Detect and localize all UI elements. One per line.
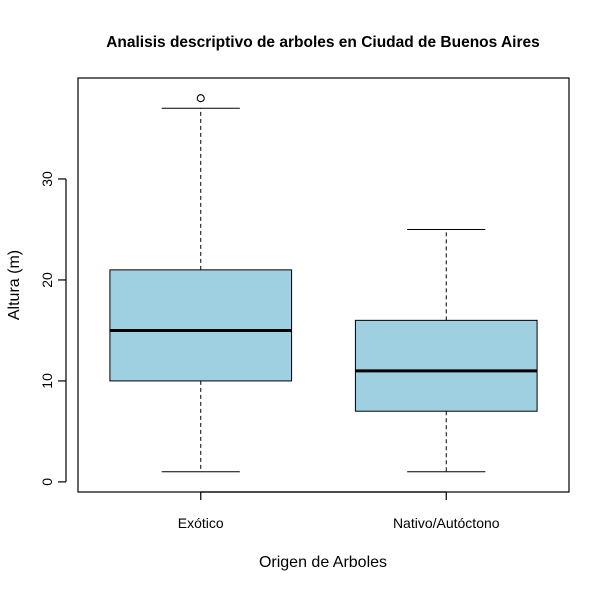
outlier-point bbox=[196, 94, 205, 103]
x-axis: Exótico Nativo/Autóctono bbox=[178, 491, 500, 531]
x-axis-label: Origen de Arboles bbox=[259, 554, 387, 571]
iqr-box bbox=[109, 269, 293, 382]
x-tick-label: Exótico bbox=[178, 515, 224, 531]
boxes-group bbox=[109, 94, 538, 473]
y-axis: 0 10 20 30 bbox=[39, 171, 67, 486]
iqr-box bbox=[354, 319, 538, 412]
y-tick-label: 20 bbox=[39, 272, 55, 288]
chart-title: Analisis descriptivo de arboles en Ciuda… bbox=[106, 34, 540, 51]
box-group bbox=[109, 94, 293, 473]
y-axis-label: Altura (m) bbox=[6, 250, 23, 320]
y-tick-label: 0 bbox=[39, 478, 55, 486]
y-tick-label: 30 bbox=[39, 171, 55, 187]
x-tick-label: Nativo/Autóctono bbox=[393, 515, 500, 531]
box-group bbox=[354, 228, 538, 473]
y-tick-label: 10 bbox=[39, 373, 55, 389]
